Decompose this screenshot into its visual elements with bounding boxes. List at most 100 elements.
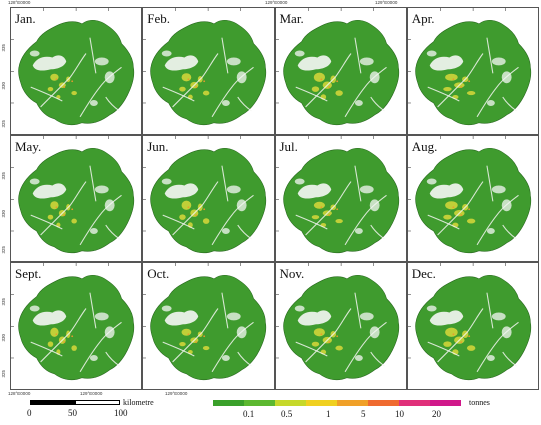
map-panel-1: Jan. bbox=[10, 7, 143, 135]
bare-patch bbox=[501, 71, 512, 84]
hotspot bbox=[444, 73, 458, 81]
region-map bbox=[143, 263, 267, 381]
valley-line bbox=[427, 341, 460, 357]
valley-line bbox=[486, 292, 494, 329]
map-panel-12: Dec. bbox=[406, 262, 539, 390]
left-coord-r3-c: 325 bbox=[1, 370, 6, 378]
bare-patch bbox=[369, 71, 380, 84]
valley-line bbox=[344, 322, 387, 373]
region-map bbox=[11, 135, 135, 253]
hotspot-high bbox=[195, 213, 198, 216]
hotspot-high bbox=[55, 206, 58, 208]
map-panel-10: Oct. bbox=[142, 262, 275, 390]
valley-line bbox=[353, 292, 361, 329]
legend-swatch bbox=[275, 400, 306, 406]
hotspot-high bbox=[63, 86, 66, 89]
month-label: Mar. bbox=[279, 11, 304, 26]
hotspot bbox=[181, 200, 192, 210]
valley-line bbox=[30, 214, 63, 230]
hotspot bbox=[443, 341, 452, 348]
left-coord-r1-a: 335 bbox=[1, 44, 6, 52]
valley-line bbox=[427, 86, 460, 102]
map-panel-4: Apr. bbox=[406, 7, 539, 135]
hotspot-high bbox=[452, 333, 455, 336]
hotspot-high bbox=[203, 335, 206, 338]
hotspot bbox=[466, 218, 476, 224]
hotspot bbox=[443, 87, 452, 92]
hotspot-high bbox=[335, 207, 338, 210]
valley-line bbox=[436, 308, 484, 363]
hotspot bbox=[466, 345, 476, 352]
hotspot-high bbox=[327, 341, 330, 344]
hotspot bbox=[444, 327, 458, 338]
valley-line bbox=[295, 214, 328, 230]
hotspot bbox=[313, 72, 325, 82]
bare-patch bbox=[369, 198, 380, 211]
valley-line bbox=[30, 86, 63, 102]
month-label: Dec. bbox=[411, 266, 436, 282]
legend-swatch bbox=[213, 400, 244, 406]
valley-line bbox=[221, 165, 229, 202]
white-area bbox=[297, 55, 331, 71]
legend-label-5: 5 bbox=[361, 409, 366, 419]
hotspot bbox=[203, 217, 210, 224]
legend-label-0-5: 0.5 bbox=[281, 409, 293, 419]
white-area bbox=[164, 55, 199, 71]
bare-patch bbox=[94, 185, 109, 194]
hotspot-high bbox=[203, 80, 206, 83]
valley-line bbox=[304, 53, 351, 108]
valley-line bbox=[353, 165, 361, 202]
valley-line bbox=[369, 224, 385, 240]
valley-line bbox=[162, 86, 195, 102]
white-area bbox=[164, 310, 199, 326]
hotspot bbox=[47, 341, 54, 348]
hotspot bbox=[47, 87, 54, 92]
hotspot-high bbox=[327, 86, 330, 89]
valley-line bbox=[237, 96, 253, 112]
hotspot bbox=[311, 214, 319, 219]
bare-patch bbox=[294, 305, 305, 312]
map-panel-2: Feb. bbox=[142, 7, 275, 135]
bare-patch bbox=[501, 198, 512, 211]
land-area bbox=[150, 147, 267, 253]
month-label: Jul. bbox=[279, 138, 298, 154]
land-area bbox=[150, 19, 267, 126]
hotspot-high bbox=[187, 333, 190, 336]
bare-patch bbox=[29, 305, 40, 312]
legend-unit: tonnes bbox=[469, 398, 490, 407]
bare-patch bbox=[161, 305, 172, 312]
bare-patch bbox=[501, 326, 512, 339]
valley-line bbox=[105, 224, 120, 240]
bare-patch bbox=[89, 355, 98, 362]
valley-line bbox=[295, 86, 328, 102]
land-area bbox=[150, 275, 267, 381]
valley-line bbox=[304, 180, 351, 235]
land-area bbox=[18, 19, 135, 126]
bare-patch bbox=[222, 355, 231, 362]
bare-patch bbox=[104, 71, 115, 84]
valley-line bbox=[30, 341, 63, 357]
valley-line bbox=[221, 292, 229, 329]
hotspot-high bbox=[63, 341, 66, 344]
valley-line bbox=[427, 214, 460, 230]
bare-patch bbox=[89, 227, 98, 234]
valley-line bbox=[344, 194, 387, 245]
valley-line bbox=[237, 224, 253, 240]
valley-line bbox=[89, 37, 97, 74]
valley-line bbox=[40, 308, 87, 363]
hotspot-high bbox=[195, 341, 198, 344]
hotspot bbox=[71, 91, 77, 96]
left-coord-r1-b: 330 bbox=[1, 82, 6, 90]
hotspot-high bbox=[468, 80, 470, 83]
white-area bbox=[32, 55, 67, 71]
valley-line bbox=[79, 322, 122, 373]
bare-patch bbox=[359, 57, 374, 66]
month-label: Aug. bbox=[411, 138, 438, 154]
hotspot bbox=[47, 214, 54, 220]
bare-patch bbox=[236, 71, 247, 84]
valley-line bbox=[40, 53, 87, 108]
month-label: Jun. bbox=[147, 138, 169, 154]
valley-line bbox=[105, 352, 120, 367]
bare-patch bbox=[94, 312, 109, 321]
legend-swatch bbox=[306, 400, 337, 406]
